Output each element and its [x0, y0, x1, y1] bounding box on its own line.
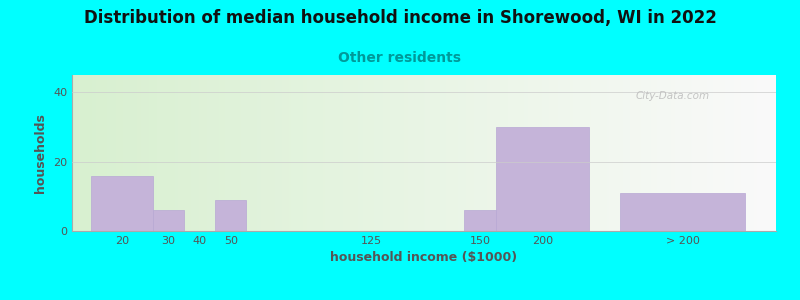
X-axis label: household income ($1000): household income ($1000)	[330, 251, 518, 264]
Text: City-Data.com: City-Data.com	[635, 91, 710, 100]
Bar	[465, 210, 496, 231]
Bar	[90, 176, 153, 231]
Text: Other residents: Other residents	[338, 51, 462, 65]
Bar	[215, 200, 246, 231]
Bar	[153, 210, 184, 231]
Bar	[620, 193, 745, 231]
Bar	[496, 127, 589, 231]
Text: Distribution of median household income in Shorewood, WI in 2022: Distribution of median household income …	[83, 9, 717, 27]
Y-axis label: households: households	[34, 113, 47, 193]
